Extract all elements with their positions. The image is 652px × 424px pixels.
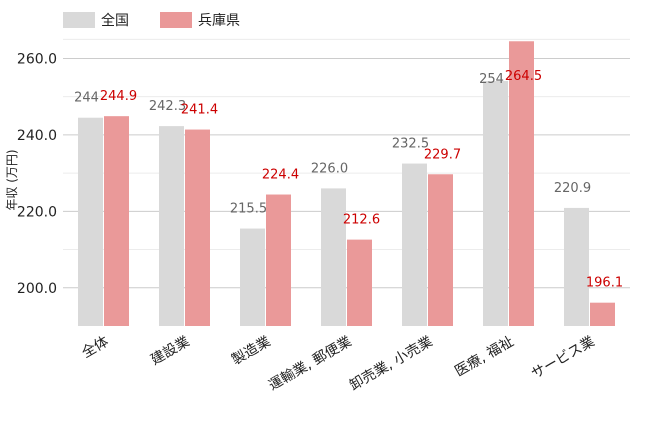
- x-tick-label: 製造業: [229, 334, 273, 369]
- legend-swatch-national: [63, 12, 95, 28]
- gridlines: [63, 38, 630, 289]
- bar-hyogo: [347, 239, 372, 326]
- x-tick-label: 卸売業, 小売業: [347, 334, 435, 394]
- data-label-hyogo: 229.7: [424, 147, 461, 162]
- y-tick-label: 200.0: [17, 281, 57, 297]
- legend-label-national: 全国: [101, 12, 129, 29]
- legend-label-hyogo: 兵庫県: [198, 12, 240, 29]
- data-label-national: 244: [74, 91, 99, 106]
- bar-national: [402, 163, 427, 326]
- bar-national: [483, 81, 508, 326]
- y-axis-ticks: 200.0 220.0 240.0 260.0: [17, 51, 57, 296]
- bar-national: [78, 117, 103, 327]
- bar-hyogo: [509, 41, 534, 327]
- legend: 全国 兵庫県: [63, 12, 240, 29]
- data-label-hyogo: 196.1: [586, 276, 623, 291]
- data-label-national: 254: [479, 72, 504, 87]
- data-label-national: 226.0: [311, 161, 348, 176]
- data-label-hyogo: 241.4: [181, 103, 218, 118]
- y-tick-label: 220.0: [17, 204, 57, 220]
- legend-swatch-hyogo: [160, 12, 192, 28]
- bar-hyogo: [266, 194, 291, 326]
- bar-hyogo: [428, 174, 453, 326]
- data-label-national: 220.9: [554, 181, 591, 196]
- x-tick-label: 医療, 福祉: [452, 333, 517, 380]
- bars: [78, 41, 615, 327]
- data-label-hyogo: 244.9: [100, 89, 137, 104]
- data-label-hyogo: 212.6: [343, 213, 380, 228]
- bar-hyogo: [590, 302, 615, 326]
- x-tick-label: 運輸業, 郵便業: [266, 334, 354, 394]
- x-tick-label: サービス業: [529, 334, 598, 383]
- data-label-national: 242.3: [149, 99, 186, 114]
- bar-hyogo: [104, 116, 129, 326]
- data-label-national: 215.5: [230, 202, 267, 217]
- bar-hyogo: [185, 129, 210, 326]
- data-label-hyogo: 224.4: [262, 168, 299, 183]
- bar-national: [564, 207, 589, 326]
- bar-national: [159, 126, 184, 326]
- y-axis-label: 年収 (万円): [5, 149, 19, 210]
- y-tick-label: 260.0: [17, 51, 57, 67]
- bar-national: [321, 188, 346, 326]
- x-tick-label: 全体: [79, 333, 112, 362]
- data-label-national: 232.5: [392, 137, 429, 152]
- x-tick-label: 建設業: [148, 334, 192, 369]
- bar-national: [240, 228, 265, 326]
- data-label-hyogo: 264.5: [505, 69, 542, 84]
- y-tick-label: 240.0: [17, 128, 57, 144]
